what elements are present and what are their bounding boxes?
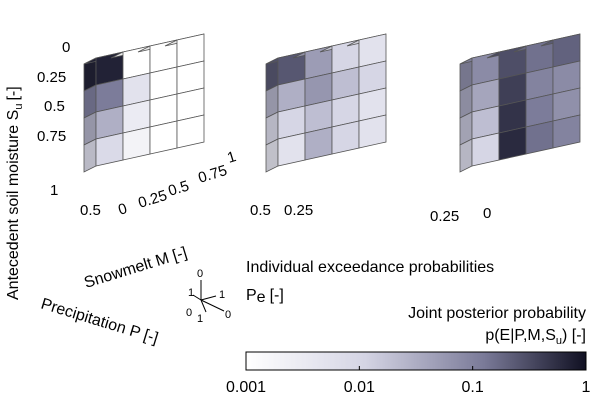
y-tick-label: 0.25 bbox=[37, 69, 66, 86]
heatmap-cell bbox=[331, 120, 360, 155]
heatmap-cell bbox=[471, 132, 500, 167]
colorbar-label-2: p(E|P,M,Su) [-] bbox=[485, 327, 586, 347]
individual-label: Individual exceedance probabilities bbox=[246, 259, 494, 276]
x-axis-label: Snowmelt M [-] bbox=[82, 244, 189, 291]
x-tick-label: 0 bbox=[116, 200, 129, 219]
y-tick-label: 1 bbox=[50, 182, 58, 199]
z-axis-label: Precipitation P [-] bbox=[39, 296, 160, 348]
heatmap-cell bbox=[149, 120, 178, 155]
x-tick-label: 1 bbox=[225, 148, 238, 167]
heatmap-cell bbox=[358, 114, 387, 149]
z-tick-label: 0.25 bbox=[430, 208, 459, 225]
colorbar-tick-label: 1 bbox=[582, 379, 591, 396]
panel-3 bbox=[459, 33, 581, 173]
triad-up: 0 bbox=[197, 268, 203, 280]
colorbar-label-1: Joint posterior probability bbox=[408, 305, 586, 322]
individual-symbol: Pe [-] bbox=[246, 287, 284, 306]
y-tick-label: 0.5 bbox=[44, 98, 65, 115]
x-tick-label: 0.5 bbox=[166, 177, 191, 199]
cell-side bbox=[83, 138, 97, 173]
cell-side bbox=[459, 138, 473, 173]
colorbar-ticks: 0.001 0.01 0.1 1 bbox=[226, 366, 591, 396]
x-tick-label: 0.75 bbox=[196, 162, 229, 187]
colorbar-tick-label: 0.01 bbox=[344, 379, 375, 396]
heatmap-cell bbox=[552, 114, 581, 149]
cell-side bbox=[265, 138, 279, 173]
heatmap-cell bbox=[525, 120, 554, 155]
triad-right: 1 bbox=[219, 289, 225, 301]
triad-bottom2: 0 bbox=[225, 309, 231, 321]
heatmap-cell bbox=[277, 132, 306, 167]
heatmap-cell bbox=[304, 126, 333, 161]
z-tick-label: 0.5 bbox=[80, 202, 101, 219]
heatmap-cell bbox=[95, 132, 124, 167]
triad-bottom1: 1 bbox=[197, 313, 203, 325]
panel-2 bbox=[265, 33, 387, 173]
colorbar-tick-label: 0.001 bbox=[226, 379, 266, 396]
y-tick-label: 0.75 bbox=[37, 128, 66, 145]
z-tick-label: 0.5 bbox=[250, 202, 271, 219]
colorbar bbox=[245, 351, 587, 371]
panel-1 bbox=[83, 33, 205, 173]
triad-left2: 0 bbox=[186, 307, 192, 319]
heatmap-cell bbox=[498, 126, 527, 161]
x-tick-label: 0.25 bbox=[136, 187, 169, 212]
colorbar-tick-label: 0.1 bbox=[462, 379, 484, 396]
heatmap-cell bbox=[176, 114, 205, 149]
y-axis-label: Antecedent soil moisture Su[-] bbox=[5, 86, 25, 300]
axis-triad: 0 1 0 1 1 0 bbox=[186, 268, 231, 325]
triad-left: 1 bbox=[188, 287, 194, 299]
z-tick-label: 0.25 bbox=[284, 202, 313, 219]
heatmap-cell bbox=[122, 126, 151, 161]
y-tick-label: 0 bbox=[62, 39, 70, 56]
z-tick-label: 0 bbox=[483, 205, 491, 222]
